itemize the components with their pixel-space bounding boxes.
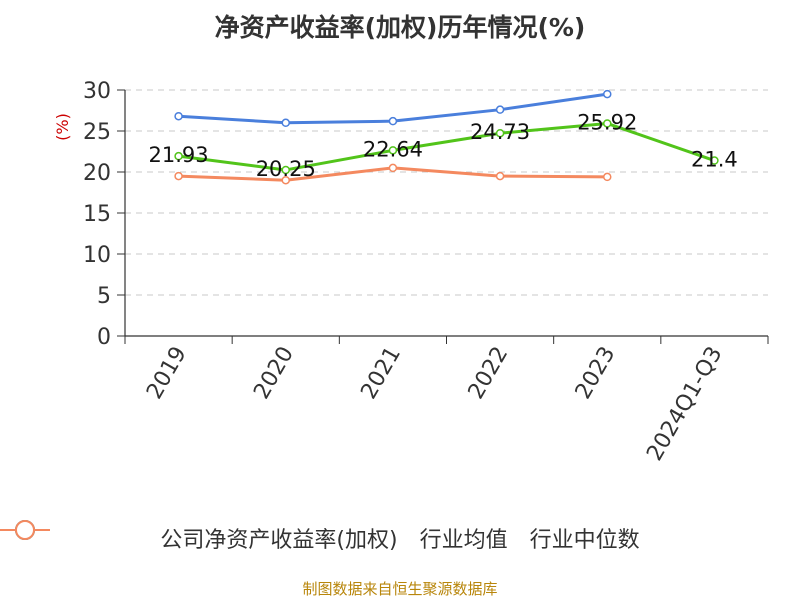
y-tick-label: 30 — [83, 79, 111, 104]
legend-item[interactable]: 行业均值 — [0, 520, 508, 554]
legend-marker-icon — [0, 520, 50, 540]
y-tick-label: 20 — [83, 161, 111, 186]
data-point — [603, 119, 612, 128]
legend-item[interactable]: 公司净资产收益率(加权) — [0, 520, 398, 554]
legend-item[interactable]: 行业中位数 — [0, 520, 640, 554]
x-tick-label: 2019 — [142, 343, 192, 404]
y-tick-label: 0 — [97, 325, 111, 350]
data-point — [388, 146, 398, 155]
data-point — [710, 156, 719, 165]
data-point — [174, 171, 183, 181]
legend-label: 行业中位数 — [529, 528, 640, 553]
data-point — [495, 171, 505, 181]
y-axis-label: (%) — [53, 113, 72, 141]
y-tick-label: 25 — [83, 120, 111, 145]
data-point — [281, 118, 290, 128]
data-label: 25.92 — [577, 110, 637, 134]
x-tick-label: 2024Q1-Q3 — [642, 343, 727, 466]
y-tick-label: 10 — [83, 243, 111, 268]
chart-legend: 公司净资产收益率(加权) 行业均值 行业中位数 — [0, 518, 800, 558]
x-tick-label: 2023 — [571, 343, 621, 404]
data-label: 21.4 — [691, 148, 738, 172]
series-line — [178, 121, 715, 172]
data-label: 20.25 — [256, 157, 316, 181]
data-point — [174, 151, 183, 161]
data-label: 22.64 — [363, 137, 423, 161]
data-point — [174, 111, 183, 121]
data-point — [388, 116, 398, 126]
data-point — [281, 175, 290, 185]
data-point — [603, 89, 612, 99]
x-tick-label: 2021 — [356, 343, 406, 404]
chart-title: 净资产收益率(加权)历年情况(%) — [214, 13, 586, 42]
y-tick-label: 5 — [97, 284, 111, 309]
source-footer: 制图数据来自恒生聚源数据库 — [302, 580, 498, 598]
data-label: 21.93 — [149, 143, 209, 167]
data-point — [603, 172, 612, 182]
data-point — [495, 105, 505, 114]
legend-label: 行业均值 — [419, 528, 508, 553]
legend-label: 公司净资产收益率(加权) — [160, 528, 398, 553]
data-point — [388, 163, 398, 173]
data-point — [495, 128, 505, 138]
y-tick-label: 15 — [83, 202, 111, 227]
x-tick-label: 2022 — [464, 343, 514, 404]
x-tick-label: 2020 — [249, 343, 299, 404]
data-point — [281, 165, 290, 175]
data-label: 24.73 — [470, 120, 530, 144]
line-chart: 0 5 10 15 20 25 30 (%) 2019 2020 2021 2022 2023 2024Q… — [53, 79, 769, 466]
